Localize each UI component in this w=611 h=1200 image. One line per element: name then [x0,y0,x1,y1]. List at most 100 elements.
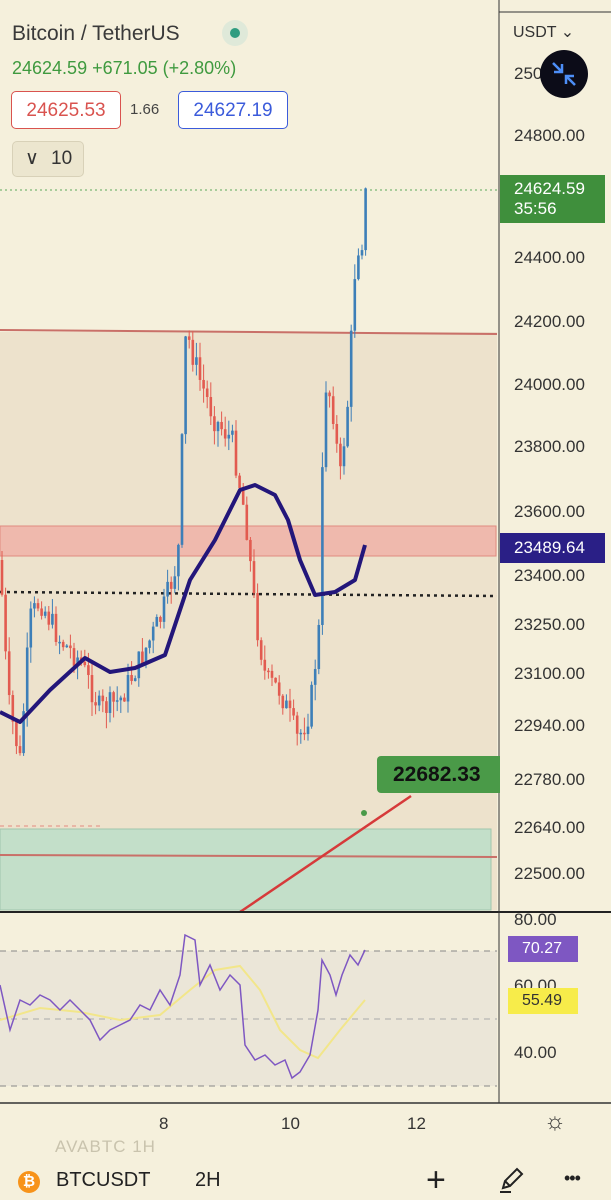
price-axis-label: 22940.00 [514,716,585,735]
candle-body [148,640,151,648]
candle-body [0,560,4,595]
candle-body [29,608,33,648]
candle-body [292,708,295,716]
candle-body [162,596,166,622]
candle-body [40,608,43,616]
price-axis-label: 24800.00 [514,126,585,145]
candles-group [0,187,367,756]
candle-body [54,613,58,642]
indicators-toggle-button[interactable]: ∨ 10 [12,141,84,177]
candle-body [119,697,123,701]
range-zone [0,332,497,910]
candle-body [202,379,205,389]
add-icon[interactable]: + [426,1161,446,1199]
candle-body [115,700,119,702]
candle-body [331,396,335,425]
candle-body [288,700,292,709]
candle-body [328,392,331,397]
candle-body [33,603,36,609]
support-zone[interactable] [0,828,492,911]
price-axis-label: 23400.00 [514,566,585,585]
candle-body [234,430,238,476]
support-line[interactable] [0,854,498,858]
candle-body [213,416,216,432]
trend-line-price-label[interactable]: 22682.33 [377,756,500,793]
candle-body [310,684,313,727]
candle-body [299,732,303,735]
currency-selector[interactable]: USDT ⌄ [513,24,575,41]
trend-line-anchor[interactable] [361,810,367,816]
candle-body [177,544,180,577]
sell-price-button[interactable]: 24625.53 [11,91,121,129]
time-axis-label: 10 [281,1114,300,1133]
candle-body [126,675,130,702]
candle-body [277,682,281,696]
candle-body [187,336,191,340]
symbol-title[interactable]: Bitcoin / TetherUS [12,22,180,45]
candle-body [4,594,7,652]
candle-body [335,424,339,444]
settings-icon[interactable]: ☼ [544,1108,566,1135]
candle-body [364,188,367,251]
candle-body [306,726,310,735]
candle-body [303,732,306,735]
candle-body [159,616,162,622]
candle-body [169,581,173,589]
candle-body [43,611,47,616]
candle-body [94,702,97,706]
bottom-toolbar [0,1160,611,1200]
more-options-icon[interactable]: ••• [564,1168,581,1188]
candle-body [249,539,252,562]
candle-body [349,330,353,407]
price-axis-label: 23800.00 [514,437,585,456]
candle-body [151,626,155,641]
candle-body [87,665,90,676]
candle-body [58,641,61,644]
symbol-selector[interactable]: BTCUSDT [56,1169,151,1191]
candle-body [256,593,259,641]
candle-body [321,467,324,625]
resistance-line[interactable] [0,329,498,335]
candle-body [313,669,317,685]
candle-body [155,616,159,627]
rsi-value-tag: 70.27 [508,936,578,962]
candle-body [47,611,51,625]
candle-body [144,647,148,664]
candle-body [220,421,223,430]
candle-body [238,475,241,489]
draw-pencil-icon[interactable] [497,1164,527,1194]
price-axis-label: 22500.00 [514,864,585,883]
trend-line[interactable] [239,794,412,914]
candle-body [346,406,349,447]
price-axis-label: 23250.00 [514,615,585,634]
candle-body [22,711,25,754]
candle-body [101,695,105,702]
collapse-icon[interactable] [540,50,588,98]
price-axis-label: 22640.00 [514,818,585,837]
bar-countdown: 35:56 [514,199,557,218]
buy-price-button[interactable]: 24627.19 [178,91,288,129]
candle-body [11,695,15,722]
timeframe-selector[interactable]: 2H [195,1169,221,1191]
candle-body [295,715,299,734]
candle-body [317,624,321,670]
candle-body [241,488,245,505]
spread-value: 1.66 [130,101,160,118]
candle-body [69,645,72,649]
price-change: 24624.59 +671.05 (+2.80%) [12,58,237,78]
candle-body [198,357,202,380]
indicator-count: 10 [51,148,73,169]
dotted-level-line[interactable] [0,590,498,598]
candle-body [324,392,328,468]
rsi-ma-line [0,964,366,1060]
candle-body [141,651,144,664]
candle-body [267,670,270,673]
last-price-value: 24624.59 [514,179,585,198]
candle-body [357,255,360,280]
candle-body [130,675,133,681]
candle-body [61,641,65,648]
candle-body [83,661,87,666]
rsi-line [0,933,366,1080]
price-axis-label: 22780.00 [514,770,585,789]
